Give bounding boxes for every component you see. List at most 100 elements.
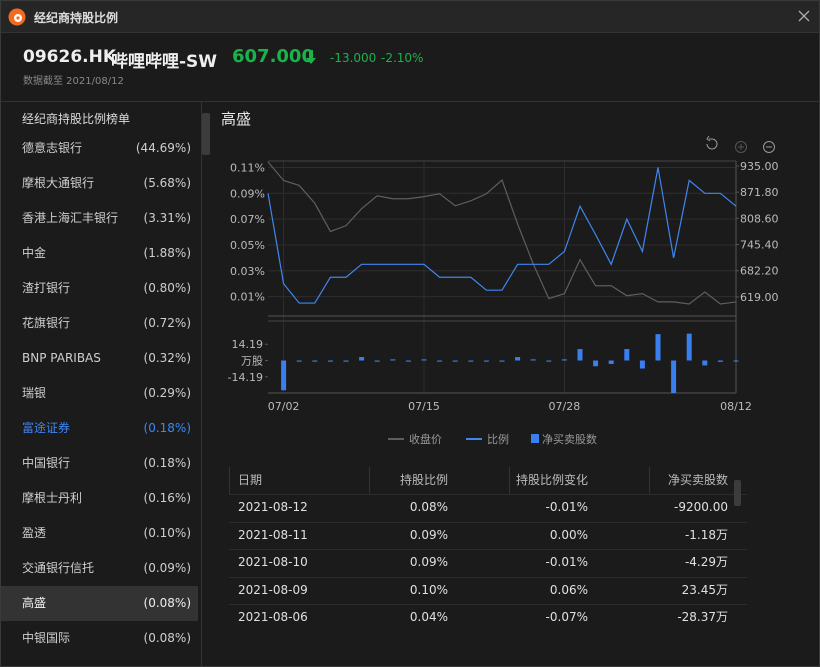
bar bbox=[327, 360, 333, 362]
broker-ratio: (0.09%) bbox=[143, 561, 191, 575]
row-divider bbox=[229, 521, 747, 523]
y2-tick-label: 619.00 bbox=[740, 291, 779, 304]
broker-row[interactable]: BNP PARIBAS (0.32%) bbox=[1, 341, 198, 376]
legend-label[interactable]: 净买卖股数 bbox=[542, 432, 597, 446]
broker-name: 富途证券 bbox=[22, 421, 71, 435]
column-divider bbox=[649, 467, 650, 494]
title-bar: 经纪商持股比例 bbox=[1, 1, 819, 33]
series-line bbox=[267, 161, 737, 305]
bar bbox=[530, 359, 536, 361]
bar bbox=[639, 360, 645, 369]
bar bbox=[421, 359, 427, 361]
broker-row[interactable]: 中银国际 (0.08%) bbox=[1, 621, 198, 656]
y-tick-label: 0.05% bbox=[230, 239, 265, 252]
table-cell: 0.06% bbox=[549, 582, 588, 597]
broker-ratio: (44.69%) bbox=[135, 141, 191, 155]
broker-ratio: (0.32%) bbox=[143, 351, 191, 365]
price-change: -13.000 bbox=[330, 51, 377, 65]
broker-row[interactable]: 中金 (1.88%) bbox=[1, 236, 198, 271]
bar bbox=[374, 360, 380, 362]
down-arrow bbox=[306, 50, 316, 64]
stock-symbol: 09626.HK bbox=[23, 47, 117, 67]
series-line bbox=[267, 167, 737, 304]
bar-tick-label: 万股 bbox=[241, 355, 263, 368]
broker-row[interactable]: 渣打银行 (0.80%) bbox=[1, 271, 198, 306]
bar bbox=[296, 360, 302, 362]
column-divider bbox=[369, 467, 370, 494]
broker-name: 渣打银行 bbox=[22, 281, 71, 295]
broker-row[interactable]: 香港上海汇丰银行 (3.31%) bbox=[1, 201, 198, 236]
y2-tick-label: 808.60 bbox=[740, 212, 779, 225]
broker-name: 盈透 bbox=[22, 526, 47, 540]
broker-name: 瑞银 bbox=[22, 386, 47, 400]
row-divider bbox=[229, 576, 747, 578]
broker-ratio: (0.72%) bbox=[143, 316, 191, 330]
broker-row[interactable]: 德意志银行 (44.69%) bbox=[1, 131, 198, 166]
broker-row[interactable]: 高盛 (0.08%) bbox=[1, 586, 198, 621]
table-cell: 0.08% bbox=[409, 500, 448, 514]
y2-tick-label: 682.20 bbox=[740, 265, 779, 278]
price-change-pct: -2.10% bbox=[381, 51, 424, 65]
broker-list: 德意志银行 (44.69%) 摩根大通银行 (5.68%) 香港上海汇丰银行 (3.31%… bbox=[1, 131, 199, 666]
y2-tick-label: 871.80 bbox=[740, 186, 779, 199]
bar bbox=[390, 359, 396, 361]
divider bbox=[1, 101, 819, 102]
broker-name: 香港上海汇丰银行 bbox=[22, 211, 119, 225]
row-divider bbox=[229, 494, 747, 495]
table-cell: 0.09% bbox=[409, 527, 448, 542]
broker-row[interactable]: 盈透 (0.10%) bbox=[1, 516, 198, 551]
bar bbox=[561, 359, 567, 361]
data-table: 日期 持股比例 持股比例变化 净买卖股数 2021-08-12 0.08% -0.01% -9… bbox=[229, 467, 747, 627]
scrollbar[interactable] bbox=[202, 113, 210, 155]
chart: 0.11% 0.09% 0.07% 0.05% 0.03% 0.01% 935.00 871.… bbox=[228, 135, 779, 446]
table-cell: 0.10% bbox=[409, 582, 448, 597]
column-header: 持股比例 bbox=[399, 473, 448, 487]
broker-row[interactable]: 富途证券 (0.18%) bbox=[1, 411, 198, 446]
window-title: 经纪商持股比例 bbox=[34, 11, 119, 25]
broker-row[interactable]: 中国银行 (0.18%) bbox=[1, 446, 198, 481]
broker-name: 中金 bbox=[22, 246, 47, 260]
zoom-in-icon[interactable] bbox=[735, 141, 747, 153]
table-cell: -0.07% bbox=[545, 610, 588, 624]
y-tick-label: 0.11% bbox=[230, 161, 265, 174]
table-cell: 2021-08-09 bbox=[238, 582, 308, 597]
legend-label[interactable]: 比例 bbox=[487, 432, 509, 446]
y-tick-label: 0.01% bbox=[230, 291, 265, 304]
broker-name: 摩根士丹利 bbox=[22, 491, 83, 505]
broker-row[interactable]: 摩根士丹利 (0.16%) bbox=[1, 481, 198, 516]
stock-price: 607.000 bbox=[232, 46, 314, 67]
y2-tick-label: 935.00 bbox=[740, 160, 779, 173]
bar bbox=[546, 360, 552, 362]
broker-name: 中国银行 bbox=[22, 456, 71, 470]
app-icon bbox=[8, 8, 26, 26]
scrollbar[interactable] bbox=[734, 480, 741, 506]
bar-tick-label: -14.19 bbox=[228, 371, 263, 384]
y-tick-label: 0.03% bbox=[230, 265, 265, 278]
bar bbox=[608, 360, 614, 364]
broker-row[interactable]: 摩根大通银行 (5.68%) bbox=[1, 166, 198, 201]
broker-row[interactable]: 交通银行信托 (0.09%) bbox=[1, 551, 198, 586]
as-of-date: 数据截至 2021/08/12 bbox=[23, 76, 124, 87]
detail-title: 高盛 bbox=[221, 110, 252, 128]
zoom-out-icon[interactable] bbox=[763, 141, 775, 153]
bar bbox=[655, 334, 661, 361]
close-button[interactable] bbox=[798, 10, 810, 22]
table-cell: -0.01% bbox=[545, 500, 588, 514]
legend-label[interactable]: 收盘价 bbox=[409, 432, 442, 446]
broker-name: 高盛 bbox=[22, 596, 47, 610]
reset-icon[interactable] bbox=[706, 135, 718, 150]
table-cell: -0.01% bbox=[545, 555, 588, 569]
table-cell: 2021-08-11 bbox=[238, 527, 308, 542]
y-tick-label: 0.07% bbox=[230, 213, 265, 226]
table-cell: 2021-08-06 bbox=[238, 610, 308, 624]
broker-row[interactable]: 瑞银 (0.29%) bbox=[1, 376, 198, 411]
bar bbox=[577, 349, 583, 361]
column-header: 净买卖股数 bbox=[667, 473, 728, 487]
table-cell: 2021-08-12 bbox=[238, 500, 308, 514]
bar bbox=[483, 360, 489, 362]
zoom-in-icon[interactable] bbox=[738, 144, 744, 150]
bar bbox=[671, 360, 677, 393]
broker-row[interactable]: 花旗银行 (0.72%) bbox=[1, 306, 198, 341]
